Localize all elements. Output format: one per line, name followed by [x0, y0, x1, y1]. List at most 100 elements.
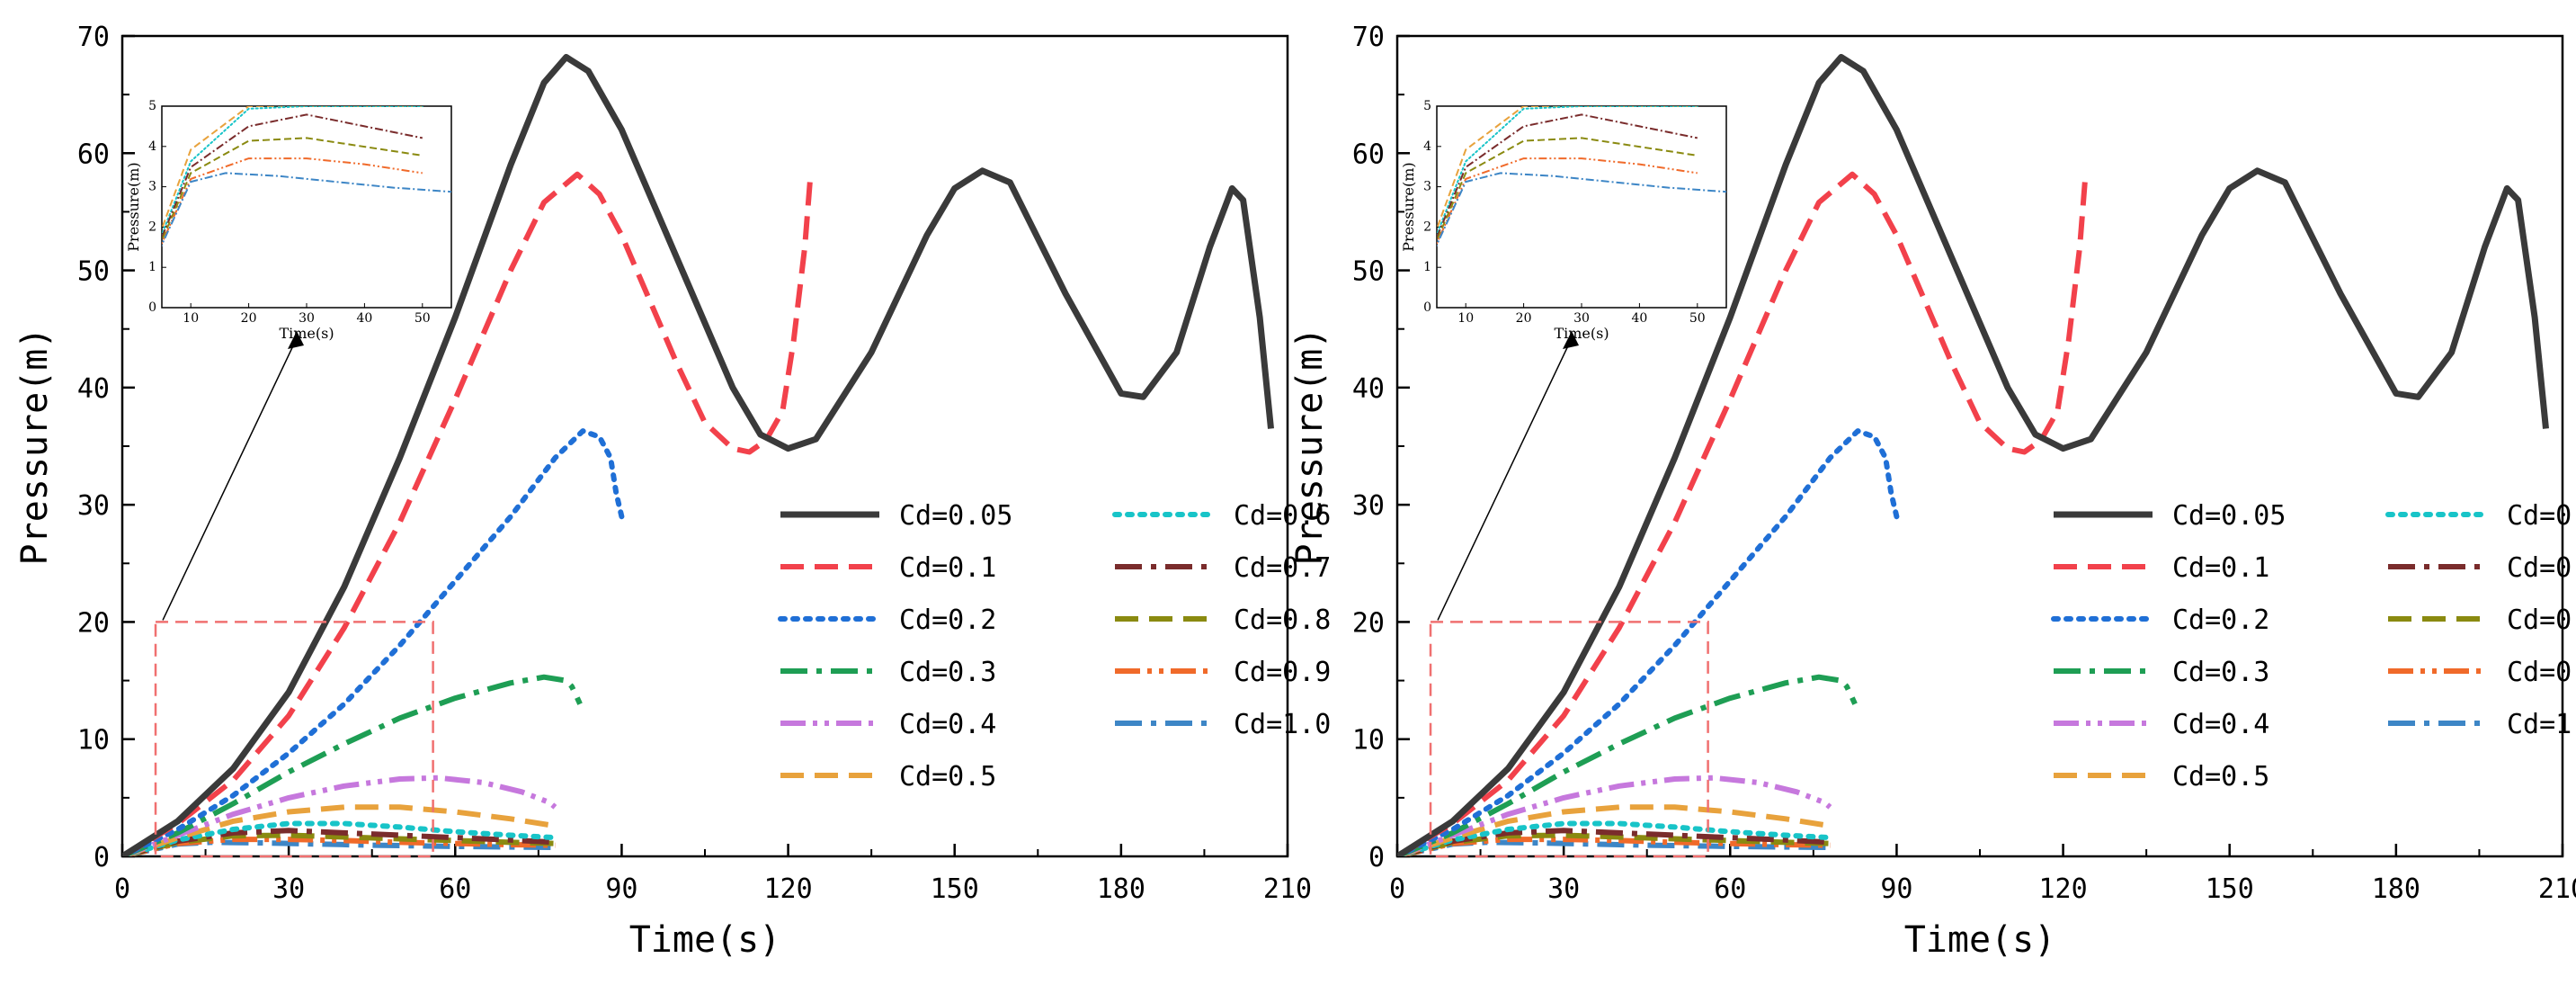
series-line-0.5	[122, 804, 556, 856]
legend-label: Cd=0.05	[2172, 500, 2286, 532]
inset-y-axis-label: Pressure(m)	[125, 162, 142, 251]
legend-label: Cd=0.4	[899, 709, 996, 740]
series-line-0.3	[122, 674, 583, 856]
x-tick-label: 0	[114, 873, 130, 905]
chart-panel-1: 0 30 60 90 120 150 180 210010203040506070Time(s…	[14, 22, 1331, 961]
inset-x-axis-label: Time(s)	[1554, 325, 1609, 342]
inset-series-line-0.9	[1437, 157, 1698, 246]
series-line-0.6	[1397, 820, 1833, 856]
series-line-0.3	[1397, 674, 1858, 856]
inset-x-tick-label: 30	[299, 311, 315, 326]
y-tick-label: 60	[77, 139, 110, 170]
zoom-arrow-head	[1563, 331, 1579, 349]
inset-y-tick-label: 2	[1423, 219, 1431, 234]
inset-y-tick-label: 1	[148, 260, 156, 274]
y-tick-label: 60	[1352, 139, 1385, 170]
legend-label: Cd=0.7	[2507, 552, 2576, 584]
inset-series-group	[162, 106, 451, 247]
y-tick-label: 20	[1352, 607, 1385, 639]
legend-label: Cd=0.2	[2172, 604, 2269, 636]
x-axis-label: Time(s)	[1904, 919, 2056, 961]
inset-x-tick-label: 40	[356, 311, 372, 326]
inset-x-tick-label: 50	[414, 311, 431, 326]
inset-y-tick-label: 3	[148, 180, 156, 194]
x-tick-label: 210	[1263, 873, 1312, 905]
x-tick-label: 60	[1714, 873, 1746, 905]
inset-series-line-1.0	[1437, 172, 1726, 247]
legend-label: Cd=0.05	[899, 500, 1012, 532]
inset-y-tick-label: 5	[1423, 99, 1431, 113]
inset-y-tick-label: 5	[148, 99, 156, 113]
legend-label: Cd=0.1	[2172, 552, 2269, 584]
x-tick-label: 180	[1097, 873, 1145, 905]
inset-x-tick-label: 20	[241, 311, 257, 326]
legend-label: Cd=0.8	[1234, 604, 1331, 636]
legend-label: Cd=0.5	[2172, 761, 2269, 792]
inset-y-tick-label: 0	[148, 300, 156, 315]
inset-y-tick-label: 1	[1423, 260, 1431, 274]
series-line-0.1	[122, 171, 814, 856]
y-tick-label: 50	[1352, 256, 1385, 288]
x-tick-label: 150	[2206, 873, 2254, 905]
series-line-0.5	[1397, 804, 1831, 856]
x-tick-label: 120	[2038, 873, 2087, 905]
x-tick-label: 30	[1547, 873, 1580, 905]
inset-frame	[1436, 105, 1727, 309]
inset-y-tick-label: 3	[1423, 180, 1431, 194]
x-axis-label: Time(s)	[629, 919, 781, 961]
x-tick-label: 30	[272, 873, 305, 905]
y-tick-label: 50	[77, 256, 110, 288]
series-line-0.6	[122, 820, 558, 856]
legend-label: Cd=0.6	[1234, 500, 1331, 532]
series-group	[122, 54, 1274, 856]
inset-chart: 10 20 30 40 50 0 1 2 3 4 5 Time(s) Pressure(m)	[125, 99, 452, 342]
inset-series-line-0.8	[1437, 137, 1698, 243]
y-tick-label: 40	[1352, 373, 1385, 405]
series-line-0.4	[1397, 775, 1832, 856]
inset-x-axis-label: Time(s)	[279, 325, 334, 342]
y-tick-label: 10	[77, 725, 110, 757]
zoom-arrow-line	[162, 337, 298, 621]
legend-label: Cd=0.6	[2507, 500, 2576, 532]
inset-x-tick-label: 20	[1516, 311, 1532, 326]
series-line-0.05	[122, 54, 1274, 856]
inset-x-tick-label: 50	[1689, 311, 1706, 326]
inset-series-line-0.6	[162, 106, 423, 237]
y-tick-label: 0	[1368, 842, 1385, 873]
inset-y-tick-label: 4	[1423, 139, 1431, 154]
inset-x-tick-label: 10	[183, 311, 199, 326]
series-line-0.4	[122, 775, 557, 856]
inset-series-line-0.8	[162, 137, 423, 243]
y-axis-label: Pressure(m)	[1289, 327, 1331, 566]
series-group	[1397, 54, 2549, 856]
zoom-arrow-head	[288, 331, 304, 349]
legend: Cd=0.05 Cd=0.1 Cd=0.2 Cd=0.3 Cd=0.4 Cd=0.5 Cd=…	[2051, 500, 2576, 792]
inset-series-line-0.9	[162, 157, 423, 246]
legend: Cd=0.05 Cd=0.1 Cd=0.2 Cd=0.3 Cd=0.4 Cd=0.5 Cd=…	[778, 500, 1331, 792]
y-tick-label: 70	[1352, 22, 1385, 53]
legend-label: Cd=1.0	[2507, 709, 2576, 740]
legend-label: Cd=0.4	[2172, 709, 2269, 740]
inset-y-tick-label: 4	[148, 139, 156, 154]
legend-label: Cd=0.1	[899, 552, 996, 584]
inset-x-tick-label: 10	[1457, 311, 1474, 326]
inset-x-tick-label: 30	[1573, 311, 1590, 326]
x-tick-label: 120	[763, 873, 812, 905]
x-tick-label: 90	[605, 873, 637, 905]
x-tick-label: 180	[2372, 873, 2420, 905]
zoom-box	[154, 621, 434, 858]
x-tick-label: 210	[2538, 873, 2576, 905]
series-line-0.05	[1397, 54, 2549, 856]
series-line-0.2	[122, 428, 625, 856]
inset-series-line-1.0	[162, 172, 451, 247]
y-axis-label: Pressure(m)	[14, 327, 56, 566]
legend-label: Cd=0.3	[2172, 657, 2269, 688]
legend-label: Cd=0.5	[899, 761, 996, 792]
legend-label: Cd=0.9	[1234, 657, 1331, 688]
inset-x-tick-label: 40	[1631, 311, 1647, 326]
legend-label: Cd=1.0	[1234, 709, 1331, 740]
inset-chart: 10 20 30 40 50 0 1 2 3 4 5 Time(s) Pressure(m)	[1400, 99, 1727, 342]
y-tick-label: 30	[77, 490, 110, 522]
y-tick-label: 40	[77, 373, 110, 405]
